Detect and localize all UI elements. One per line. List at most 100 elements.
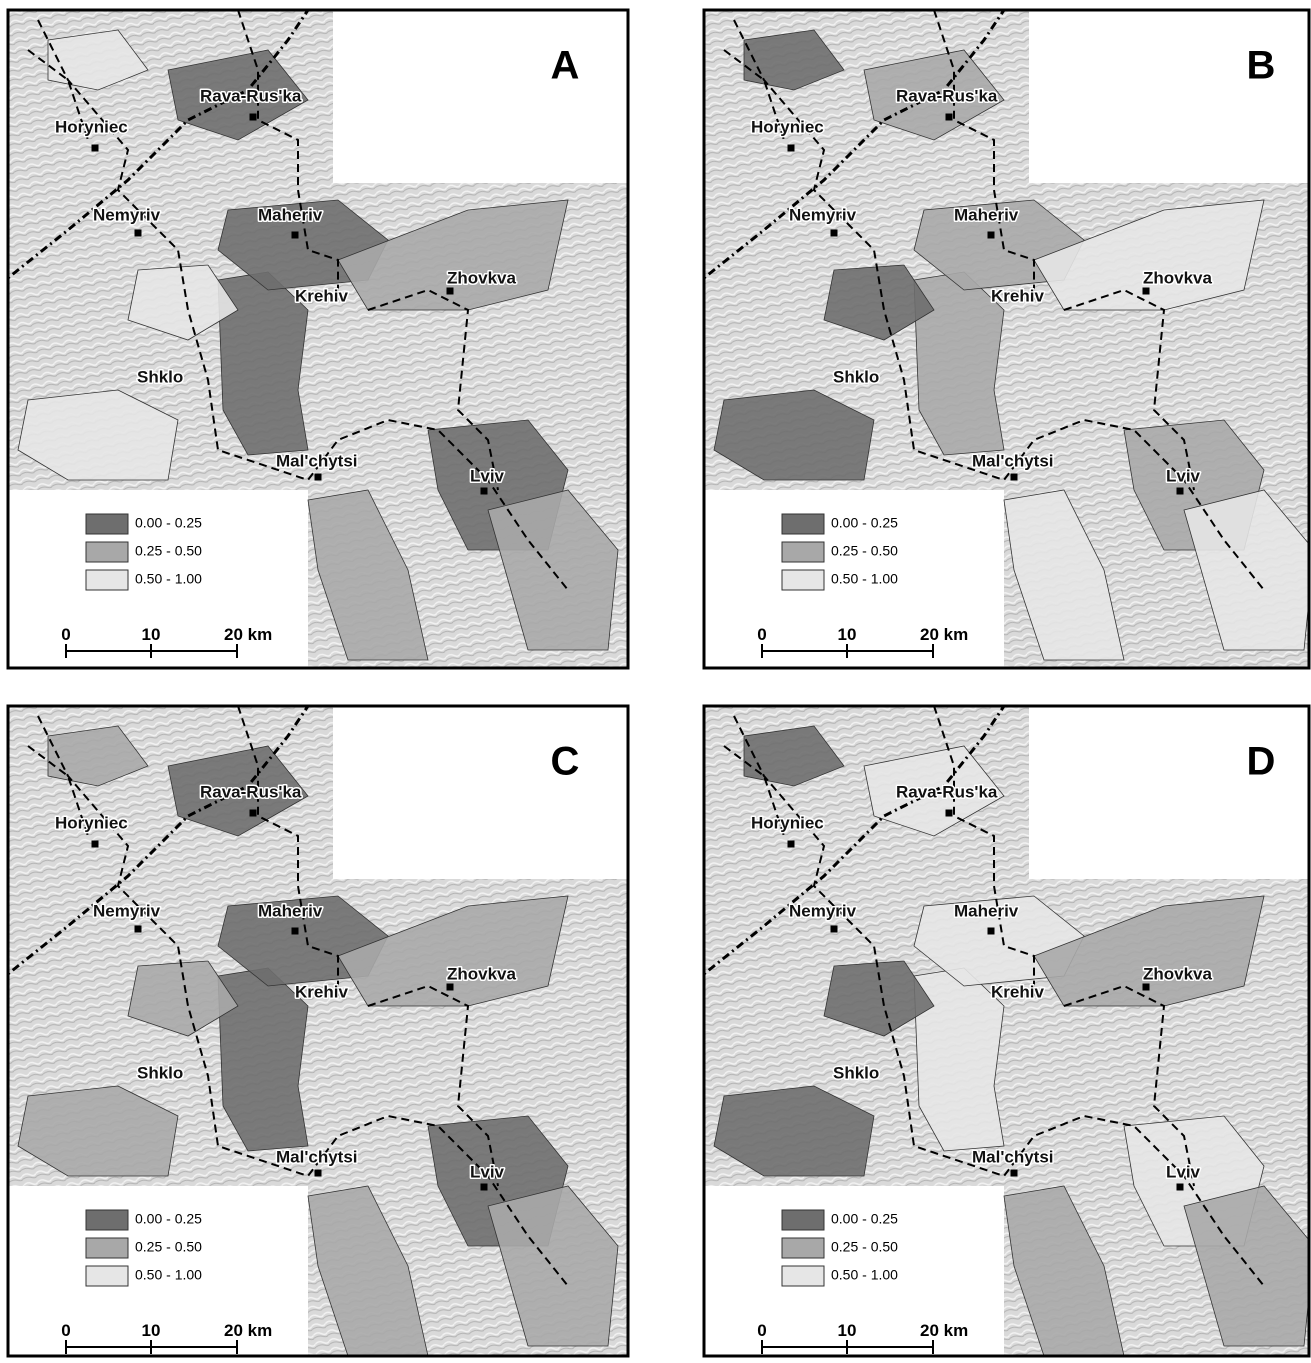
panel-letter: B — [1247, 44, 1276, 88]
place-label: Krehiv — [991, 982, 1044, 1001]
place-label: Maheriv — [258, 205, 323, 224]
place-label: Maheriv — [954, 901, 1019, 920]
place-label: Mal'chytsi — [276, 451, 358, 470]
map-panel: Horyniec Rava-Rus'ka Nemyriv Maheriv Zhovkva… — [8, 10, 633, 670]
place-label: Shklo — [833, 1063, 879, 1082]
place-label: Horyniec — [55, 117, 128, 136]
place-label: Maheriv — [954, 205, 1019, 224]
town-marker — [988, 928, 995, 935]
place-label: Zhovkva — [1143, 268, 1213, 287]
place-label: Nemyriv — [93, 205, 161, 224]
place-label: Nemyriv — [93, 901, 161, 920]
place-label: Lviv — [470, 466, 505, 485]
scale-label: 10 — [838, 625, 857, 644]
map-body: HoryniecRava-Rus'kaNemyrivMaherivZhovkva… — [704, 10, 1311, 670]
place-label: Zhovkva — [447, 268, 517, 287]
place-label: Rava-Rus'ka — [896, 782, 998, 801]
legend-label: 0.25 - 0.50 — [135, 543, 202, 559]
scale-label: 20 km — [224, 1321, 272, 1340]
place-label: Nemyriv — [789, 901, 857, 920]
place-label: Lviv — [470, 1162, 505, 1181]
town-marker — [292, 928, 299, 935]
place-label: Lviv — [1166, 466, 1201, 485]
legend-label: 0.50 - 1.00 — [831, 571, 898, 587]
map-panel: HoryniecRava-Rus'kaNemyrivMaherivZhovkva… — [8, 706, 633, 1358]
legend-swatch — [86, 1210, 128, 1230]
town-marker — [135, 230, 142, 237]
town-marker — [1143, 984, 1150, 991]
place-label: Shklo — [833, 367, 879, 386]
town-marker — [1143, 288, 1150, 295]
legend-swatch — [86, 542, 128, 562]
legend-swatch — [782, 1238, 824, 1258]
place-label: Shklo — [137, 1063, 183, 1082]
map-panel: HoryniecRava-Rus'kaNemyrivMaherivZhovkva… — [704, 10, 1311, 670]
scale-label: 20 km — [224, 625, 272, 644]
town-marker — [831, 230, 838, 237]
scale-label: 0 — [61, 625, 70, 644]
town-marker — [788, 145, 795, 152]
figure: Horyniec Rava-Rus'ka Nemyriv Maheriv Zhovkva… — [0, 0, 1311, 1358]
town-marker — [831, 926, 838, 933]
town-marker — [1177, 1184, 1184, 1191]
town-marker — [481, 1184, 488, 1191]
legend-label: 0.25 - 0.50 — [831, 543, 898, 559]
map-panel: Horyniec Rava-Rus'ka Nemyriv Maheriv Zhovkva… — [704, 706, 1311, 1358]
scale-label: 10 — [838, 1321, 857, 1340]
legend-label: 0.00 - 0.25 — [135, 1211, 202, 1227]
town-marker — [1011, 474, 1018, 481]
place-label: Rava-Rus'ka — [200, 86, 302, 105]
place-label: Krehiv — [295, 982, 348, 1001]
town-marker — [250, 114, 257, 121]
town-marker — [946, 114, 953, 121]
map-body: Horyniec Rava-Rus'ka Nemyriv Maheriv Zhovkva… — [704, 706, 1311, 1358]
legend-swatch — [86, 1266, 128, 1286]
place-label: Rava-Rus'ka — [200, 782, 302, 801]
town-marker — [292, 232, 299, 239]
legend-swatch — [782, 570, 824, 590]
scale-label: 10 — [142, 1321, 161, 1340]
place-label: Horyniec — [55, 813, 128, 832]
place-label: Mal'chytsi — [276, 1147, 358, 1166]
place-label: Zhovkva — [1143, 964, 1213, 983]
place-label: Lviv — [1166, 1162, 1201, 1181]
place-label: Krehiv — [295, 286, 348, 305]
legend-swatch — [86, 570, 128, 590]
scale-label: 10 — [142, 625, 161, 644]
town-marker — [92, 841, 99, 848]
legend-label: 0.50 - 1.00 — [135, 571, 202, 587]
legend-label: 0.25 - 0.50 — [135, 1239, 202, 1255]
legend-swatch — [782, 514, 824, 534]
panel-letter: C — [551, 740, 580, 784]
town-marker — [1011, 1170, 1018, 1177]
legend-label: 0.50 - 1.00 — [135, 1267, 202, 1283]
town-marker — [315, 474, 322, 481]
map-body: Horyniec Rava-Rus'ka Nemyriv Maheriv Zhovkva… — [8, 10, 633, 670]
legend-swatch — [86, 514, 128, 534]
place-label: Maheriv — [258, 901, 323, 920]
town-marker — [92, 145, 99, 152]
legend-swatch — [782, 1210, 824, 1230]
panel-letter: A — [551, 44, 580, 88]
scale-label: 0 — [61, 1321, 70, 1340]
legend-label: 0.00 - 0.25 — [831, 1211, 898, 1227]
town-marker — [250, 810, 257, 817]
legend-label: 0.25 - 0.50 — [831, 1239, 898, 1255]
place-label: Mal'chytsi — [972, 1147, 1054, 1166]
town-marker — [788, 841, 795, 848]
town-marker — [481, 488, 488, 495]
legend-label: 0.00 - 0.25 — [831, 515, 898, 531]
place-label: Rava-Rus'ka — [896, 86, 998, 105]
legend-swatch — [782, 1266, 824, 1286]
town-marker — [447, 288, 454, 295]
panel-letter: D — [1247, 740, 1276, 784]
place-label: Shklo — [137, 367, 183, 386]
place-label: Mal'chytsi — [972, 451, 1054, 470]
page: {"panels": [ {"letter": "A", "places": [… — [0, 0, 1311, 1358]
legend-swatch — [782, 542, 824, 562]
legend-label: 0.00 - 0.25 — [135, 515, 202, 531]
town-marker — [135, 926, 142, 933]
place-label: Horyniec — [751, 813, 824, 832]
scale-label: 20 km — [920, 625, 968, 644]
